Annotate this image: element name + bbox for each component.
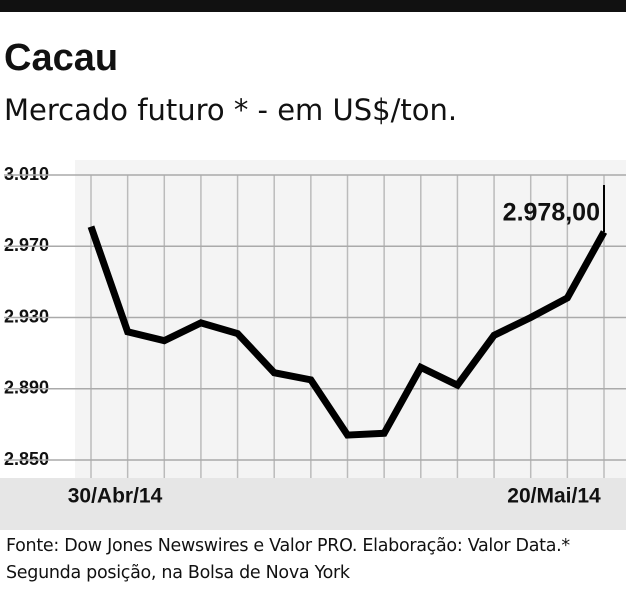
source-note: Fonte: Dow Jones Newswires e Valor PRO. … <box>6 536 570 583</box>
chart-title: Cacau <box>4 37 118 79</box>
top-bar <box>0 0 626 12</box>
x-tick-label: 30/Abr/14 <box>68 485 163 508</box>
y-tick-label: 2.850 <box>4 449 49 469</box>
y-tick-label: 3.010 <box>4 164 49 184</box>
x-tick-label: 20/Mai/14 <box>507 485 601 508</box>
y-tick-label: 2.930 <box>4 306 49 326</box>
x-axis-band <box>0 478 626 530</box>
value-label: 2.978,00 <box>503 199 600 227</box>
y-tick-label: 2.890 <box>4 378 49 398</box>
y-tick-label: 2.970 <box>4 235 49 255</box>
chart-subtitle: Mercado futuro * - em US$/ton. <box>4 93 457 127</box>
line <box>87 225 608 439</box>
